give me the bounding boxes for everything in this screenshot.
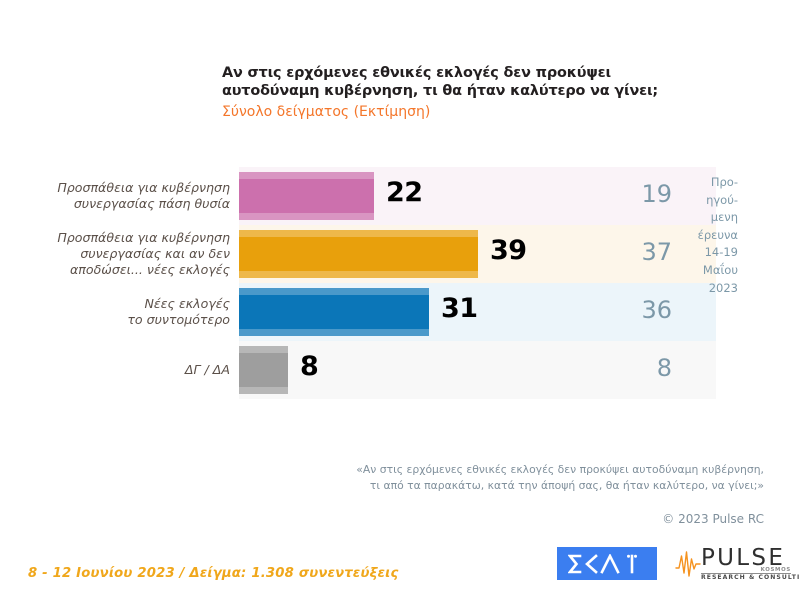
copyright-text: © 2023 Pulse RC [662, 512, 764, 526]
page-title-line-1: Αν στις ερχόμενες εθνικές εκλογές δεν πρ… [222, 65, 611, 81]
category-label-line: συνεργασίας και αν δεν [80, 246, 230, 261]
previous-value-label: 8 [656, 354, 672, 382]
footnote: «Αν στις ερχόμενες εθνικές εκλογές δεν π… [300, 462, 764, 493]
category-label: ΔΓ / ΔΑ [18, 362, 230, 378]
pulse-logo-word: PULSE [701, 545, 786, 571]
bar-value-label: 22 [386, 177, 423, 208]
category-label: Νέες εκλογές το συντομότερο [18, 296, 230, 328]
category-label-line: ΔΓ / ΔΑ [184, 362, 230, 377]
bar [239, 346, 288, 394]
page-title-line-2: αυτοδύναμη κυβέρνηση, τι θα ήταν καλύτερ… [222, 83, 659, 99]
bar [239, 288, 429, 336]
previous-survey-caption-line: ηγού- [706, 192, 738, 207]
category-label-line: Προσπάθεια για κυβέρνηση [57, 230, 230, 245]
pulse-logo-rule [701, 572, 791, 574]
pulse-logo-kosmos: KOSMOS [760, 567, 791, 573]
bar-highlight-bottom [239, 387, 288, 394]
category-label-line: Προσπάθεια για κυβέρνηση [57, 180, 230, 195]
bar [239, 172, 374, 220]
row-background-band [239, 341, 716, 399]
bar-value-label: 39 [490, 235, 527, 266]
previous-survey-caption-line: μενη [710, 210, 738, 225]
category-label: Προσπάθεια για κυβέρνηση συνεργασίας πάση… [18, 180, 230, 212]
bar-highlight-top [239, 230, 478, 237]
footnote-line-1: «Αν στις ερχόμενες εθνικές εκλογές δεν π… [356, 463, 764, 476]
previous-survey-caption-line: Μαΐου [702, 262, 738, 277]
bar-highlight-bottom [239, 329, 429, 336]
footnote-line-2: τι από τα παρακάτω, κατά την άποψή σας, … [369, 478, 764, 492]
previous-value-label: 19 [641, 180, 672, 208]
bar-container [239, 172, 374, 220]
previous-value-label: 36 [641, 296, 672, 324]
previous-survey-caption-line: 2023 [708, 280, 738, 295]
bar-value-label: 31 [441, 293, 478, 324]
previous-survey-caption-line: 14-19 [704, 245, 738, 260]
bar-highlight-top [239, 288, 429, 295]
previous-survey-caption-line: Προ- [710, 175, 738, 189]
bar-highlight-bottom [239, 271, 478, 278]
page-subtitle: Σύνολο δείγματος (Εκτίμηση) [222, 104, 431, 120]
skai-logo [557, 547, 657, 580]
bar-value-label: 8 [300, 351, 319, 382]
title-block: Αν στις ερχόμενες εθνικές εκλογές δεν πρ… [222, 64, 659, 122]
category-label-line: συνεργασίας πάση θυσία [73, 196, 230, 211]
previous-survey-caption: Προ-ηγού-μενη έρευνα 14-19 Μαΐου 2023 [676, 174, 738, 297]
fieldwork-info: 8 - 12 Ιουνίου 2023 / Δείγμα: 1.308 συνε… [28, 566, 399, 581]
category-label-line: αποδώσει... νέες εκλογές [70, 262, 230, 277]
previous-survey-caption-line: έρευνα [697, 227, 738, 242]
pulse-wave-icon [675, 551, 701, 577]
category-label-line: Νέες εκλογές [144, 296, 230, 311]
bar-container [239, 230, 478, 278]
category-label: Προσπάθεια για κυβέρνηση συνεργασίας και … [18, 230, 230, 278]
previous-value-label: 37 [641, 238, 672, 266]
category-label-line: το συντομότερο [127, 312, 230, 327]
bar-highlight-top [239, 172, 374, 179]
bar-container [239, 346, 288, 394]
bar [239, 230, 478, 278]
bar-highlight-bottom [239, 213, 374, 220]
bar-container [239, 288, 429, 336]
pulse-logo-subtitle: RESEARCH & CONSULTING [701, 574, 800, 581]
bar-highlight-top [239, 346, 288, 353]
pulse-logo: PULSE KOSMOS RESEARCH & CONSULTING [675, 545, 800, 582]
